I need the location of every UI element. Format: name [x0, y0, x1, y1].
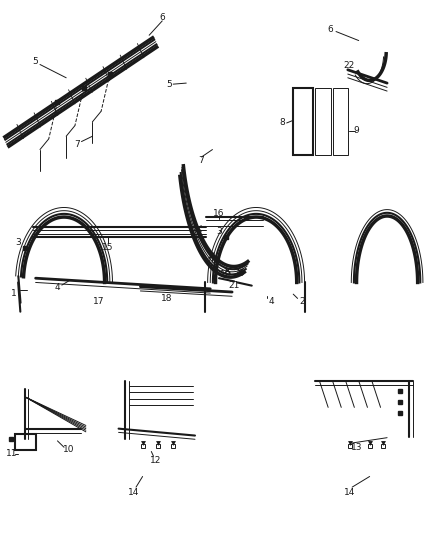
Text: 19: 19 — [220, 270, 231, 279]
Text: 3: 3 — [216, 228, 222, 237]
Bar — [315, 88, 331, 155]
Text: 14: 14 — [128, 488, 140, 497]
Text: 4: 4 — [268, 296, 274, 305]
Text: 20: 20 — [233, 269, 244, 278]
Text: 16: 16 — [213, 209, 225, 218]
Text: 7: 7 — [199, 156, 205, 165]
Text: 13: 13 — [351, 443, 362, 452]
Text: 5: 5 — [33, 58, 39, 66]
Bar — [332, 88, 348, 155]
Text: 14: 14 — [344, 488, 356, 497]
Text: 8: 8 — [279, 118, 285, 127]
Text: 3: 3 — [15, 238, 21, 247]
Text: 22: 22 — [343, 61, 355, 70]
Text: 18: 18 — [161, 294, 173, 303]
Bar — [14, 434, 36, 450]
Text: 12: 12 — [150, 456, 161, 465]
Text: 1: 1 — [11, 288, 17, 297]
Text: 10: 10 — [63, 446, 74, 455]
Text: 4: 4 — [55, 283, 60, 292]
Text: 7: 7 — [74, 140, 80, 149]
Text: 17: 17 — [93, 296, 105, 305]
Text: 6: 6 — [159, 13, 165, 22]
Text: 9: 9 — [353, 126, 360, 135]
Text: 15: 15 — [102, 244, 113, 253]
Bar — [293, 88, 313, 155]
Text: 21: 21 — [229, 280, 240, 289]
Text: 11: 11 — [6, 449, 18, 458]
Text: 2: 2 — [299, 296, 305, 305]
Text: 5: 5 — [166, 79, 172, 88]
Text: 6: 6 — [328, 26, 333, 35]
